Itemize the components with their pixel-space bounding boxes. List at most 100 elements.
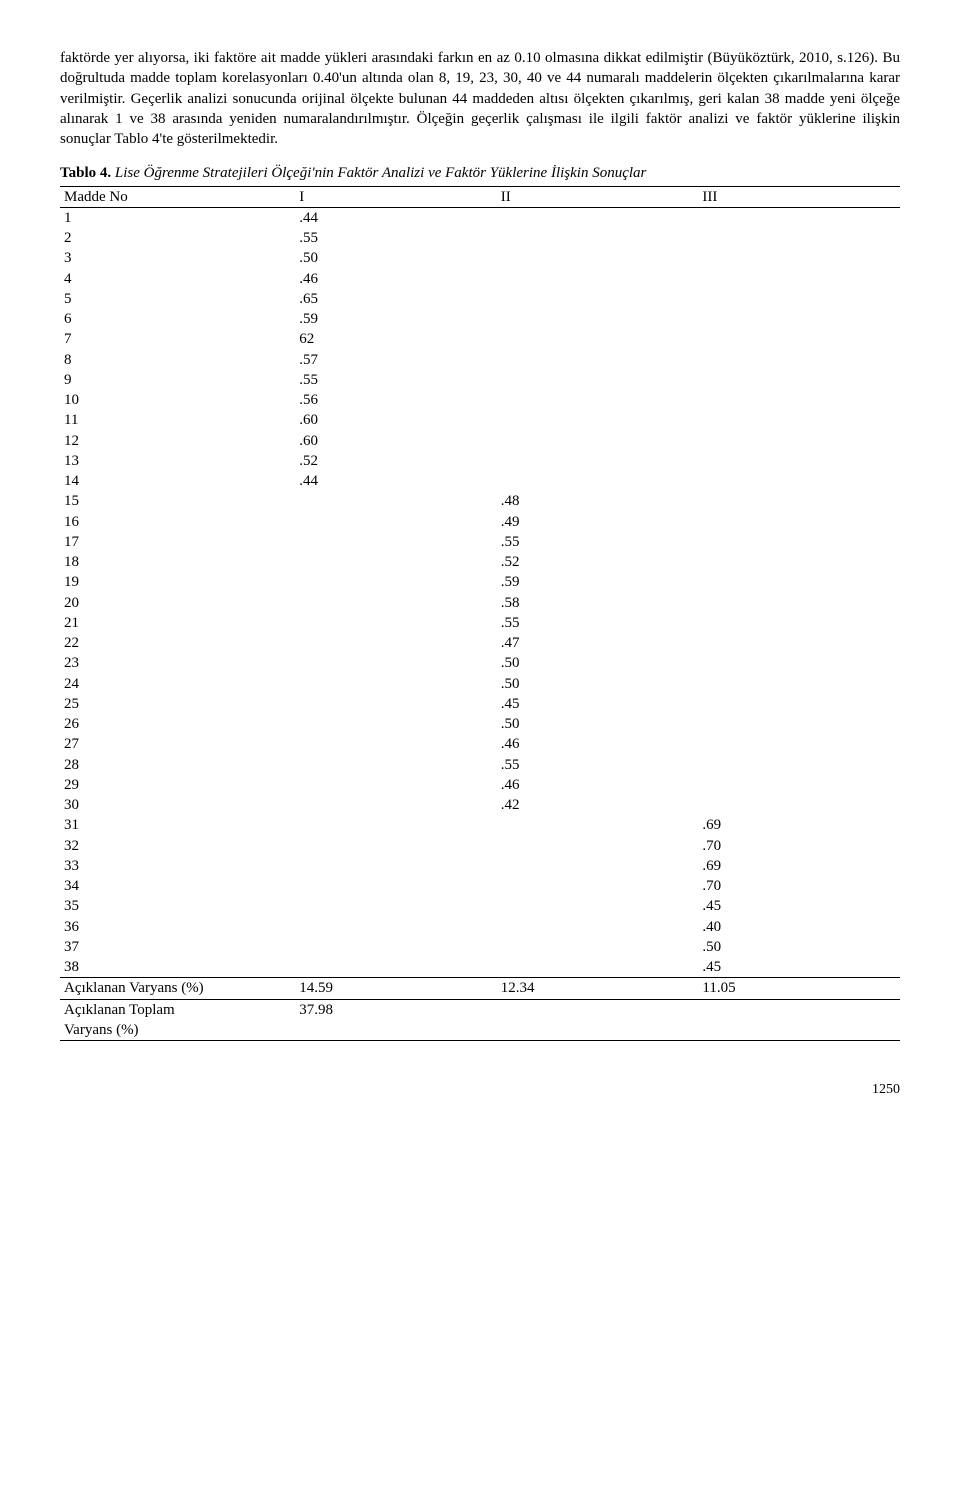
table-cell: 19 [60, 572, 295, 592]
table-cell: .65 [295, 289, 497, 309]
table-row: 32.70 [60, 836, 900, 856]
table-row: 33.69 [60, 856, 900, 876]
table-cell: 31 [60, 815, 295, 835]
table-cell: 25 [60, 694, 295, 714]
table-cell: 7 [60, 329, 295, 349]
table-cell [698, 572, 900, 592]
table-row: 8.57 [60, 350, 900, 370]
table-row: 34.70 [60, 876, 900, 896]
table-cell: 20 [60, 593, 295, 613]
table-cell: 35 [60, 896, 295, 916]
table-cell: 33 [60, 856, 295, 876]
table-cell: .55 [497, 613, 699, 633]
table-cell: .56 [295, 390, 497, 410]
table-cell [295, 876, 497, 896]
table-cell: 1 [60, 207, 295, 228]
table-row: 6.59 [60, 309, 900, 329]
table-cell [698, 390, 900, 410]
table-row: 18.52 [60, 552, 900, 572]
page-number: 1250 [60, 1081, 900, 1100]
table-cell [295, 957, 497, 978]
table-row: 12.60 [60, 431, 900, 451]
table-row: 2.55 [60, 228, 900, 248]
table-row: 24.50 [60, 674, 900, 694]
table-cell: .69 [698, 856, 900, 876]
table-cell [497, 269, 699, 289]
table-cell [698, 309, 900, 329]
table-cell [698, 329, 900, 349]
table-row: 11.60 [60, 410, 900, 430]
table-row: 27.46 [60, 734, 900, 754]
table-cell: 36 [60, 917, 295, 937]
table-cell: 18 [60, 552, 295, 572]
table-cell [698, 471, 900, 491]
table-cell [497, 370, 699, 390]
table-cell [295, 653, 497, 673]
table-cell [497, 451, 699, 471]
table-cell [698, 228, 900, 248]
table-cell: .45 [698, 896, 900, 916]
table-cell: .46 [497, 775, 699, 795]
table-cell: .55 [497, 755, 699, 775]
table-cell [295, 856, 497, 876]
table-cell [295, 896, 497, 916]
table-cell [497, 856, 699, 876]
table-cell: .55 [497, 532, 699, 552]
table-cell: 21 [60, 613, 295, 633]
table-cell: .46 [295, 269, 497, 289]
table-row: 23.50 [60, 653, 900, 673]
table-row: 16.49 [60, 512, 900, 532]
table-cell: 14.59 [295, 978, 497, 999]
table-cell [295, 795, 497, 815]
table-number: Tablo 4. [60, 165, 111, 181]
table-row: 28.55 [60, 755, 900, 775]
table-cell: 3 [60, 248, 295, 268]
table-cell [497, 815, 699, 835]
table-cell [497, 289, 699, 309]
table-cell: .42 [497, 795, 699, 815]
table-cell [295, 572, 497, 592]
table-header-row: Madde No I II III [60, 186, 900, 207]
table-cell [698, 491, 900, 511]
table-cell [497, 207, 699, 228]
table-cell: .46 [497, 734, 699, 754]
table-cell: 37 [60, 937, 295, 957]
table-cell: .50 [497, 714, 699, 734]
table-cell [698, 734, 900, 754]
table-row: 1.44 [60, 207, 900, 228]
table-cell: 34 [60, 876, 295, 896]
table-cell [497, 390, 699, 410]
table-cell [698, 512, 900, 532]
table-cell: .59 [497, 572, 699, 592]
table-cell [497, 937, 699, 957]
table-cell [295, 491, 497, 511]
table-cell: .47 [497, 633, 699, 653]
table-row: 10.56 [60, 390, 900, 410]
table-cell: 9 [60, 370, 295, 390]
table-cell [295, 714, 497, 734]
table-cell [497, 917, 699, 937]
table-row: 22.47 [60, 633, 900, 653]
table-cell: .70 [698, 836, 900, 856]
table-cell: .50 [295, 248, 497, 268]
table-cell [295, 633, 497, 653]
table-cell [295, 917, 497, 937]
table-cell: 38 [60, 957, 295, 978]
header-madde: Madde No [60, 186, 295, 207]
table-cell: .49 [497, 512, 699, 532]
table-row: 36.40 [60, 917, 900, 937]
table-cell: .45 [698, 957, 900, 978]
table-cell [698, 653, 900, 673]
table-cell [497, 228, 699, 248]
table-cell [295, 836, 497, 856]
table-row: 37.50 [60, 937, 900, 957]
table-row: 5.65 [60, 289, 900, 309]
table-cell [698, 532, 900, 552]
table-row: 25.45 [60, 694, 900, 714]
table-row: 21.55 [60, 613, 900, 633]
table-cell: .59 [295, 309, 497, 329]
table-cell: .60 [295, 410, 497, 430]
table-cell: .52 [497, 552, 699, 572]
table-row: 19.59 [60, 572, 900, 592]
table-cell: .40 [698, 917, 900, 937]
